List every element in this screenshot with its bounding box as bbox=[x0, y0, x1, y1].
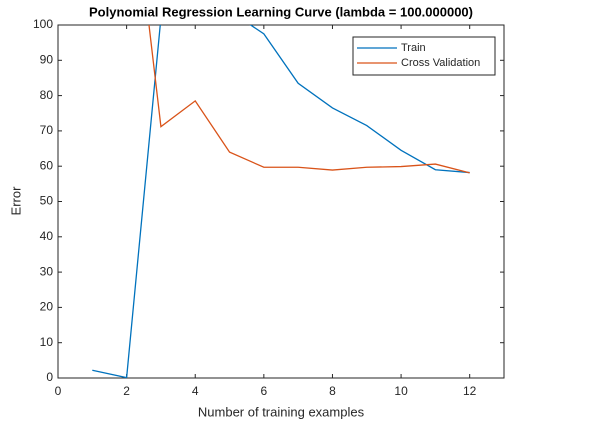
y-tick-label: 60 bbox=[40, 158, 54, 172]
legend-box bbox=[352, 36, 496, 76]
x-tick-label: 8 bbox=[329, 384, 336, 398]
y-tick-label: 80 bbox=[40, 88, 54, 102]
y-tick-label: 10 bbox=[40, 335, 54, 349]
y-tick-label: 30 bbox=[40, 264, 54, 278]
y-tick-label: 40 bbox=[40, 229, 54, 243]
x-tick-label: 4 bbox=[192, 384, 199, 398]
series-line bbox=[148, 25, 470, 174]
y-tick-label: 70 bbox=[40, 123, 54, 137]
y-tick-label: 90 bbox=[40, 52, 54, 66]
x-axis-label: Number of training examples bbox=[198, 404, 365, 419]
y-axis-label: Error bbox=[8, 186, 23, 216]
legend-label: Cross Validation bbox=[401, 57, 480, 69]
x-tick-label: 2 bbox=[123, 384, 130, 398]
plot-area bbox=[92, 25, 470, 378]
y-tick-label: 20 bbox=[40, 300, 54, 314]
chart-title: Polynomial Regression Learning Curve (la… bbox=[89, 4, 473, 19]
y-tick-label: 50 bbox=[40, 194, 54, 208]
x-tick-label: 10 bbox=[394, 384, 408, 398]
y-tick-label: 0 bbox=[46, 370, 53, 384]
legend-label: Train bbox=[401, 42, 426, 54]
y-tick-label: 100 bbox=[33, 17, 53, 31]
x-tick-label: 0 bbox=[55, 384, 62, 398]
x-tick-label: 6 bbox=[261, 384, 268, 398]
x-tick-label: 12 bbox=[463, 384, 477, 398]
